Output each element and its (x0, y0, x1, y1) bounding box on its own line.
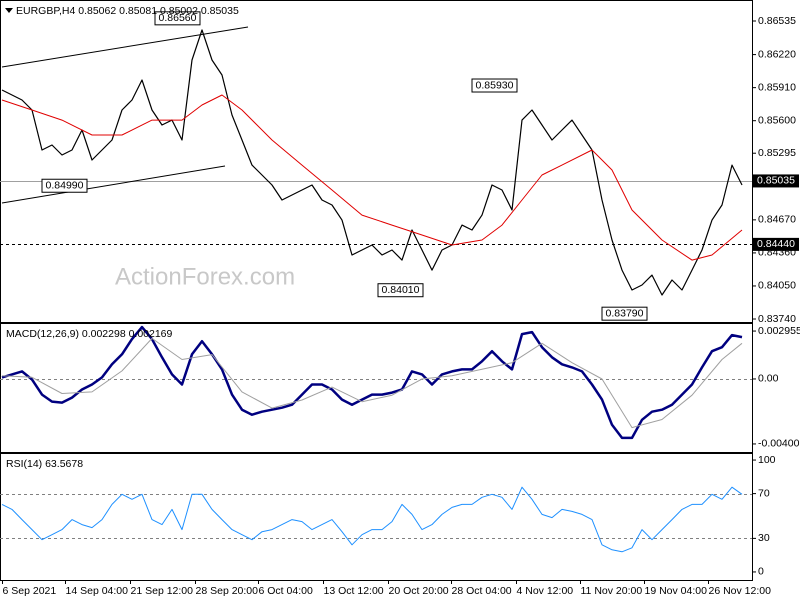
panel-title: MACD(12,26,9) 0.002298 0.002169 (6, 328, 173, 340)
panel-title: RSI(14) 63.5678 (6, 458, 83, 470)
y-tick-label: 0.00 (758, 373, 779, 385)
x-tick-label: 20 Oct 20:00 (389, 585, 449, 597)
panel-frame (0, 453, 753, 581)
annotation-box (154, 11, 201, 26)
panel-frame (0, 323, 753, 453)
panel-frame (0, 0, 753, 323)
x-tick-label: 21 Sep 12:00 (131, 585, 194, 597)
y-tick-label: 0.85295 (758, 147, 796, 159)
annotation-box (41, 178, 88, 193)
x-tick-label: 6 Oct 04:00 (259, 585, 313, 597)
y-tick-label: 0.86535 (758, 15, 796, 27)
x-tick-label: 28 Sep 20:00 (196, 585, 259, 597)
annotation-label: 0.83790 (606, 307, 644, 319)
price-label-box (753, 237, 799, 251)
series-line (1, 94, 743, 261)
y-tick-label: 0.83740 (758, 313, 796, 325)
panel-title: EURGBP,H4 0.85062 0.85081 0.85002 0.8503… (16, 5, 239, 17)
x-tick-label: 6 Sep 2021 (3, 585, 57, 597)
y-tick-label: 70 (758, 487, 770, 499)
y-tick-label: 0.84670 (758, 214, 796, 226)
series-line (1, 29, 743, 296)
annotation-label: 0.84010 (382, 284, 420, 296)
trend-line (1, 26, 249, 68)
y-tick-label: -0.004009 (758, 438, 800, 450)
annotation-box (377, 283, 424, 298)
price-label: 0.85035 (757, 175, 795, 187)
x-tick-label: 28 Oct 04:00 (452, 585, 512, 597)
x-tick-label: 13 Oct 12:00 (324, 585, 384, 597)
x-tick-label: 4 Nov 12:00 (517, 585, 574, 597)
y-tick-label: 0.84050 (758, 280, 796, 292)
series-line (1, 486, 743, 553)
y-tick-label: 0.86220 (758, 48, 796, 60)
series-line (1, 337, 743, 429)
menu-triangle (5, 8, 13, 13)
price-label-box (753, 174, 799, 188)
y-tick-label: 0.85910 (758, 81, 796, 93)
series-line (1, 325, 743, 440)
annotation-box (601, 306, 648, 321)
annotation-label: 0.86560 (159, 12, 197, 24)
trend-line (1, 165, 226, 204)
y-tick-label: 30 (758, 532, 770, 544)
price-label: 0.84440 (757, 238, 795, 250)
y-tick-label: 0 (758, 566, 764, 578)
x-tick-label: 19 Nov 04:00 (645, 585, 708, 597)
annotation-label: 0.85930 (476, 79, 514, 91)
y-tick-label: 100 (758, 454, 776, 466)
y-tick-label: 0.002955 (758, 325, 800, 337)
x-tick-label: 26 Nov 12:00 (709, 585, 772, 597)
annotation-label: 0.84990 (46, 180, 84, 192)
x-tick-label: 14 Sep 04:00 (66, 585, 129, 597)
watermark: ActionForex.com (115, 263, 295, 290)
x-tick-label: 11 Nov 20:00 (581, 585, 643, 597)
annotation-box (471, 78, 518, 93)
y-tick-label: 0.85600 (758, 114, 796, 126)
